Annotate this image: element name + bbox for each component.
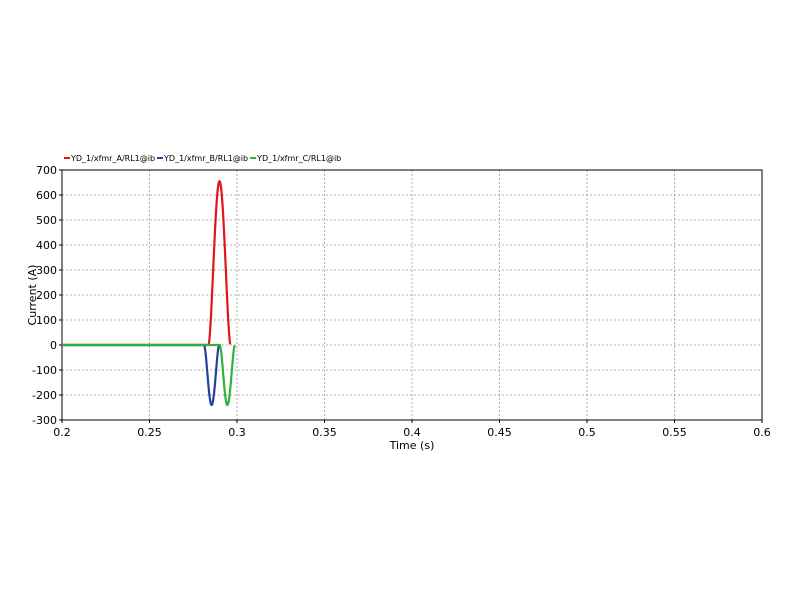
x-axis-label: Time (s) xyxy=(389,439,435,452)
x-tick-label: 0.55 xyxy=(662,426,687,439)
legend-label-3: YD_1/xfmr_C/RL1@ib xyxy=(256,154,341,163)
legend-label-2: YD_1/xfmr_B/RL1@ib xyxy=(163,154,248,163)
y-tick-label: 400 xyxy=(36,239,57,252)
legend: YD_1/xfmr_A/RL1@ib YD_1/xfmr_B/RL1@ib YD_1… xyxy=(64,154,341,163)
y-tick-label: 300 xyxy=(36,264,57,277)
x-tick-label: 0.3 xyxy=(228,426,246,439)
x-tick-label: 0.45 xyxy=(487,426,512,439)
y-tick-label: -300 xyxy=(32,414,57,427)
x-tick-label: 0.2 xyxy=(53,426,71,439)
y-tick-label: 500 xyxy=(36,214,57,227)
x-tick-label: 0.35 xyxy=(312,426,337,439)
y-tick-label: 200 xyxy=(36,289,57,302)
x-tick-label: 0.5 xyxy=(578,426,596,439)
y-tick-label: -200 xyxy=(32,389,57,402)
y-tick-label: 600 xyxy=(36,189,57,202)
series-line-1 xyxy=(61,180,232,347)
y-tick-label: 700 xyxy=(36,164,57,177)
y-tick-label: 0 xyxy=(50,339,57,352)
x-tick-label: 0.6 xyxy=(753,426,771,439)
y-tick-label: -100 xyxy=(32,364,57,377)
series-line-2 xyxy=(61,343,220,407)
x-tick-label: 0.25 xyxy=(137,426,162,439)
series-line-3 xyxy=(61,343,236,407)
y-axis: -300 -200 -100 0 100 200 300 400 500 600 700 xyxy=(32,164,62,427)
legend-label-1: YD_1/xfmr_A/RL1@ib xyxy=(70,154,155,163)
series-layer xyxy=(61,180,236,407)
y-tick-label: 100 xyxy=(36,314,57,327)
x-axis: 0.2 0.25 0.3 0.35 0.4 0.45 0.5 0.55 0.6 xyxy=(53,420,771,439)
x-tick-label: 0.4 xyxy=(403,426,421,439)
grid xyxy=(62,170,762,420)
y-axis-label: Current (A) xyxy=(26,265,39,326)
